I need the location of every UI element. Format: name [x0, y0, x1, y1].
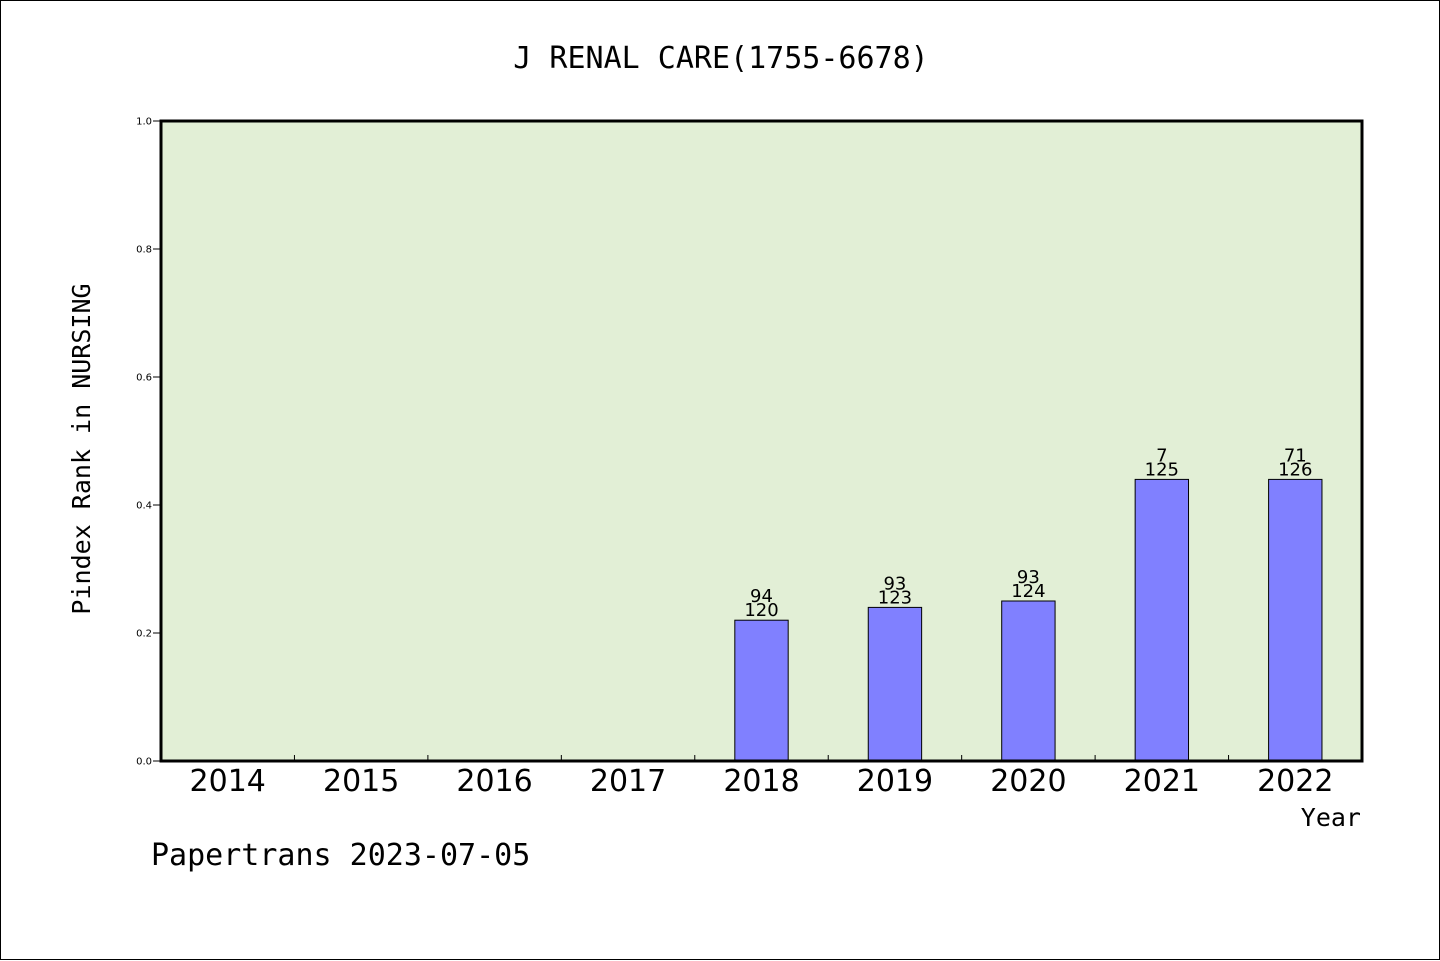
- x-tick-label: 2022: [1257, 764, 1333, 799]
- plot-frame: [159, 119, 1364, 763]
- bar-label-rank: 94: [750, 586, 773, 607]
- y-tick-label: 0.6: [136, 373, 152, 384]
- bar-label-rank: 93: [1017, 567, 1040, 588]
- x-tick-label: 2015: [323, 764, 399, 799]
- bar-label-total: 123: [878, 587, 912, 608]
- x-axis-ticks: 2014 2015 2016 2017 2018 2019 2020 2021 2022: [190, 755, 1333, 799]
- footer-credit: Papertrans 2023-07-05: [151, 838, 530, 873]
- bar: [1268, 478, 1323, 762]
- x-tick-label: 2020: [990, 764, 1066, 799]
- x-tick-label: 2016: [456, 764, 532, 799]
- x-tick-label: 2014: [190, 764, 266, 799]
- bar-label-total: 125: [1145, 459, 1179, 480]
- y-tick-label: 1.0: [136, 117, 152, 128]
- y-axis-label: Pindex Rank in NURSING: [67, 283, 96, 614]
- bar: [867, 606, 923, 762]
- x-axis-label: Year: [1301, 803, 1361, 832]
- chart-title: J RENAL CARE(1755-6678): [513, 41, 928, 76]
- y-axis-ticks: 0.0 0.2 0.4 0.6 0.8 1.0: [136, 117, 161, 768]
- x-tick-label: 2021: [1124, 764, 1200, 799]
- bar-label-rank: 93: [883, 573, 906, 594]
- bar: [1001, 600, 1056, 762]
- bar-label-total: 124: [1011, 581, 1045, 602]
- x-tick-label: 2018: [723, 764, 799, 799]
- bar-label-total: 120: [744, 600, 778, 621]
- y-tick-label: 0.4: [136, 501, 152, 512]
- y-tick-label: 0.0: [136, 757, 152, 768]
- y-tick-label: 0.8: [136, 245, 152, 256]
- bar-label-rank: 71: [1284, 445, 1307, 466]
- x-tick-label: 2019: [857, 764, 933, 799]
- bar: [1134, 478, 1190, 762]
- bar: [734, 619, 789, 762]
- y-tick-label: 0.2: [136, 629, 152, 640]
- bar-label-total: 126: [1278, 459, 1312, 480]
- bar-series: [734, 478, 1323, 762]
- x-tick-label: 2017: [590, 764, 666, 799]
- bar-label-rank: 7: [1156, 445, 1167, 466]
